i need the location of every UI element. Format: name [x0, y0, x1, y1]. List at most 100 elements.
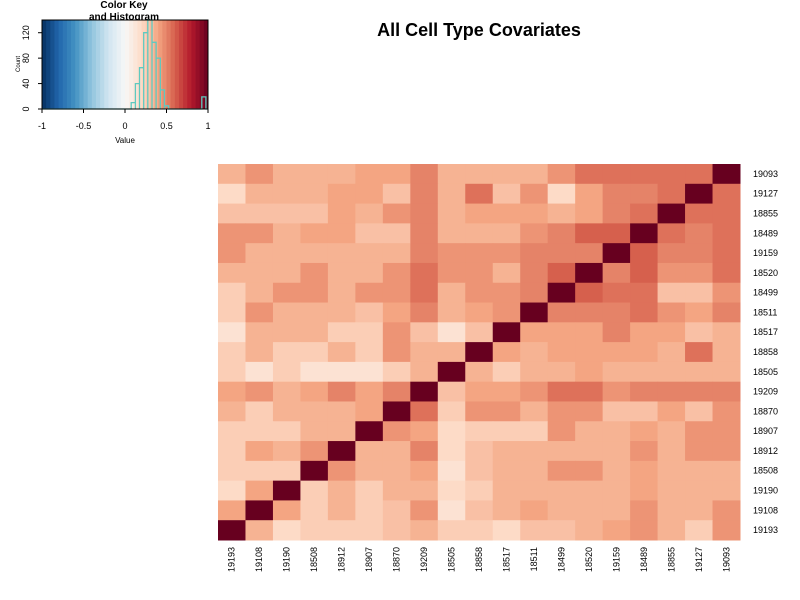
color-key-stripe — [133, 20, 138, 109]
heatmap-cell — [547, 243, 576, 264]
heatmap-cell — [382, 480, 411, 501]
color-key-title: Color Key — [100, 0, 148, 11]
heatmap-cell — [465, 500, 494, 521]
heatmap-cell — [547, 381, 576, 402]
heatmap-cell — [465, 262, 494, 284]
heatmap-cell — [685, 302, 714, 323]
heatmap-cell — [355, 480, 384, 501]
heatmap-column-labels: 19193 19108 19190 18508 18912 18907 18870 19209… — [227, 547, 732, 572]
heatmap-cell — [218, 164, 246, 185]
color-key-stripe — [125, 20, 130, 109]
heatmap-cell — [245, 223, 274, 244]
heatmap-cell — [465, 164, 494, 185]
heatmap-cell — [245, 401, 274, 422]
heatmap-cell — [602, 421, 631, 442]
heatmap-cell — [712, 223, 741, 244]
heatmap-cell — [712, 342, 741, 363]
row-label: 18912 — [753, 446, 778, 456]
heatmap-cell — [245, 441, 274, 462]
heatmap-cell — [300, 223, 329, 244]
row-label: 19093 — [753, 169, 778, 179]
heatmap-cell — [492, 282, 521, 304]
heatmap-cell — [575, 520, 604, 541]
heatmap-cell — [465, 243, 494, 264]
heatmap-cell — [657, 381, 686, 402]
heatmap-cell — [272, 223, 301, 244]
heatmap-cell — [712, 262, 741, 284]
heatmap-cell — [465, 342, 494, 363]
heatmap-cell — [410, 480, 439, 501]
heatmap-cell — [218, 441, 246, 462]
heatmap-cell — [272, 480, 301, 501]
heatmap-cell — [272, 421, 301, 442]
heatmap-cell — [218, 322, 246, 343]
heatmap-cell — [382, 342, 411, 363]
heatmap-cell — [300, 183, 329, 205]
heatmap-cell — [492, 500, 521, 521]
color-key-stripe — [79, 20, 84, 109]
color-key-stripe — [178, 20, 184, 109]
color-key-y-axis: 0 40 80 120 — [21, 25, 42, 112]
heatmap-cell — [575, 164, 604, 185]
heatmap-cell — [712, 322, 741, 343]
heatmap-cell — [410, 381, 439, 402]
heatmap-cell — [685, 203, 714, 224]
color-key-stripe — [62, 20, 68, 109]
column-label: 18907 — [364, 547, 374, 572]
heatmap-cell — [410, 441, 439, 462]
heatmap-cell — [712, 500, 741, 521]
heatmap-cell — [355, 262, 384, 284]
column-label: 19127 — [694, 547, 704, 572]
heatmap-cell — [218, 520, 246, 541]
heatmap-cell — [685, 262, 714, 284]
color-key-stripe — [50, 20, 55, 109]
heatmap-cell — [657, 361, 686, 383]
row-label: 18520 — [753, 268, 778, 278]
heatmap-cell — [520, 322, 549, 343]
heatmap-cell — [520, 262, 549, 284]
heatmap-cell — [657, 500, 686, 521]
heatmap-cell — [218, 361, 246, 383]
heatmap-cell — [520, 243, 549, 264]
heatmap-cell — [327, 164, 356, 185]
heatmap-cell — [685, 342, 714, 363]
heatmap-cell — [575, 381, 604, 402]
row-label: 18511 — [753, 307, 777, 317]
heatmap-cell — [300, 322, 329, 343]
color-key-stripe — [108, 20, 113, 109]
heatmap-cell — [520, 480, 549, 501]
heatmap-cell — [657, 282, 686, 304]
color-key-x-tick-label: 1 — [205, 121, 210, 131]
heatmap-cell — [327, 282, 356, 304]
row-label: 18499 — [753, 288, 778, 298]
heatmap-cell — [218, 500, 246, 521]
heatmap-cell — [602, 401, 631, 422]
row-label: 18489 — [753, 228, 778, 238]
heatmap-cell — [410, 262, 439, 284]
heatmap-cell — [547, 223, 576, 244]
heatmap-cell — [218, 342, 246, 363]
heatmap-cell — [355, 500, 384, 521]
heatmap-cell — [630, 401, 659, 422]
heatmap-cell — [437, 441, 466, 462]
color-key-stripe — [191, 20, 196, 109]
heatmap-cell — [575, 223, 604, 244]
color-key-x-tick-label: 0 — [122, 121, 127, 131]
heatmap-cell — [382, 361, 411, 383]
heatmap-cell — [272, 342, 301, 363]
heatmap-cell — [327, 322, 356, 343]
heatmap-cell — [520, 460, 549, 482]
heatmap-cell — [437, 302, 466, 323]
color-key-x-axis: -1 -0.5 0 0.5 1 — [38, 108, 211, 131]
row-label: 19108 — [753, 505, 778, 515]
heatmap-cell — [355, 164, 384, 185]
heatmap-cell — [602, 460, 631, 482]
heatmap-cell — [245, 243, 274, 264]
color-key-stripe — [75, 20, 80, 109]
color-key-stripe — [66, 20, 72, 109]
heatmap-cell — [630, 203, 659, 224]
heatmap-row-labels: 19093 19127 18855 18489 19159 18520 18499 18511… — [753, 169, 778, 535]
color-key-stripe — [95, 20, 101, 109]
row-label: 18517 — [753, 327, 778, 337]
heatmap-cell — [547, 183, 576, 205]
